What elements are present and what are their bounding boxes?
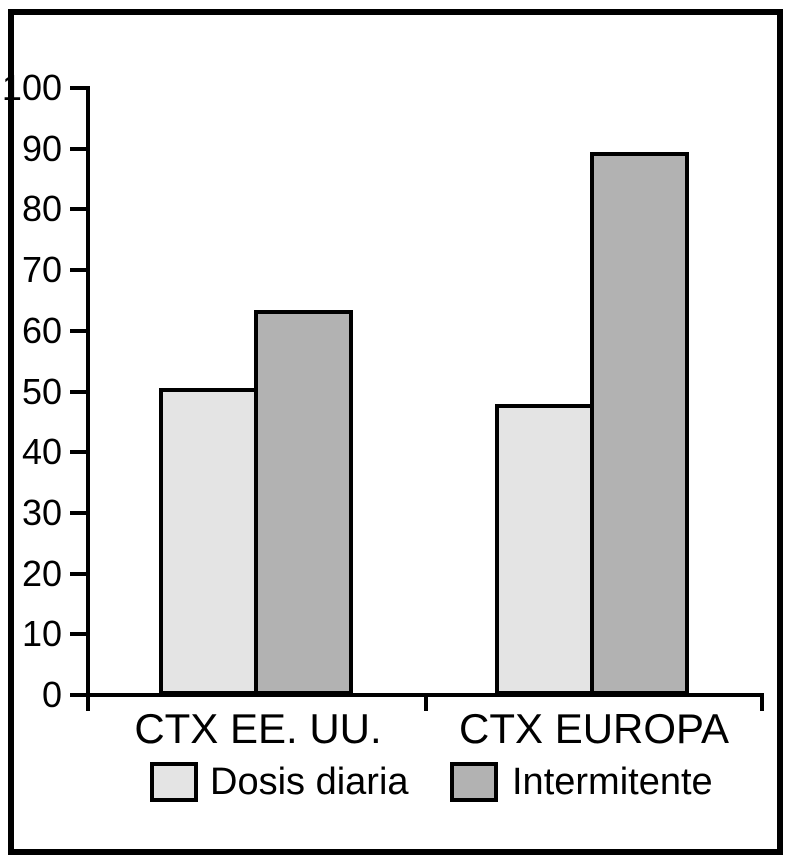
y-axis-line <box>86 86 90 711</box>
y-tick-label: 0 <box>41 674 62 715</box>
y-axis-tick <box>70 571 86 576</box>
outer-border <box>8 9 783 855</box>
x-axis-tick <box>760 695 764 711</box>
y-tick-label: 30 <box>21 491 62 533</box>
y-axis-tick <box>70 328 86 333</box>
y-axis-tick <box>70 86 86 90</box>
y-tick-label: 50 <box>21 370 62 412</box>
legend-label: Intermitente <box>512 761 713 803</box>
y-tick-label: 60 <box>21 309 62 351</box>
category-label: CTX EE. UU. <box>134 705 382 752</box>
y-tick-label: 20 <box>21 552 62 594</box>
y-tick-label: 40 <box>21 431 62 473</box>
y-axis-tick <box>70 389 86 394</box>
y-axis-tick <box>70 146 86 151</box>
bar-intermitente <box>590 151 689 695</box>
y-axis-tick <box>70 510 86 515</box>
y-tick-label: 100 <box>1 67 62 108</box>
y-tick-label: 70 <box>21 249 62 291</box>
legend-swatch-dosis-diaria <box>150 762 198 802</box>
bar-intermitente <box>254 309 353 695</box>
y-tick-label: 80 <box>21 188 62 230</box>
category-label: CTX EUROPA <box>459 705 729 752</box>
y-tick-label: 90 <box>21 127 62 169</box>
bar-dosis-diaria <box>495 403 594 695</box>
x-axis-tick <box>424 695 428 711</box>
y-axis-tick <box>70 632 86 637</box>
bar-dosis-diaria <box>159 388 258 695</box>
y-axis-tick <box>70 207 86 212</box>
y-tick-label: 10 <box>21 613 62 655</box>
legend-swatch-intermitente <box>450 762 498 802</box>
y-axis-tick <box>70 693 86 697</box>
y-axis-tick <box>70 268 86 273</box>
legend-label: Dosis diaria <box>210 761 409 803</box>
y-axis-tick <box>70 450 86 455</box>
